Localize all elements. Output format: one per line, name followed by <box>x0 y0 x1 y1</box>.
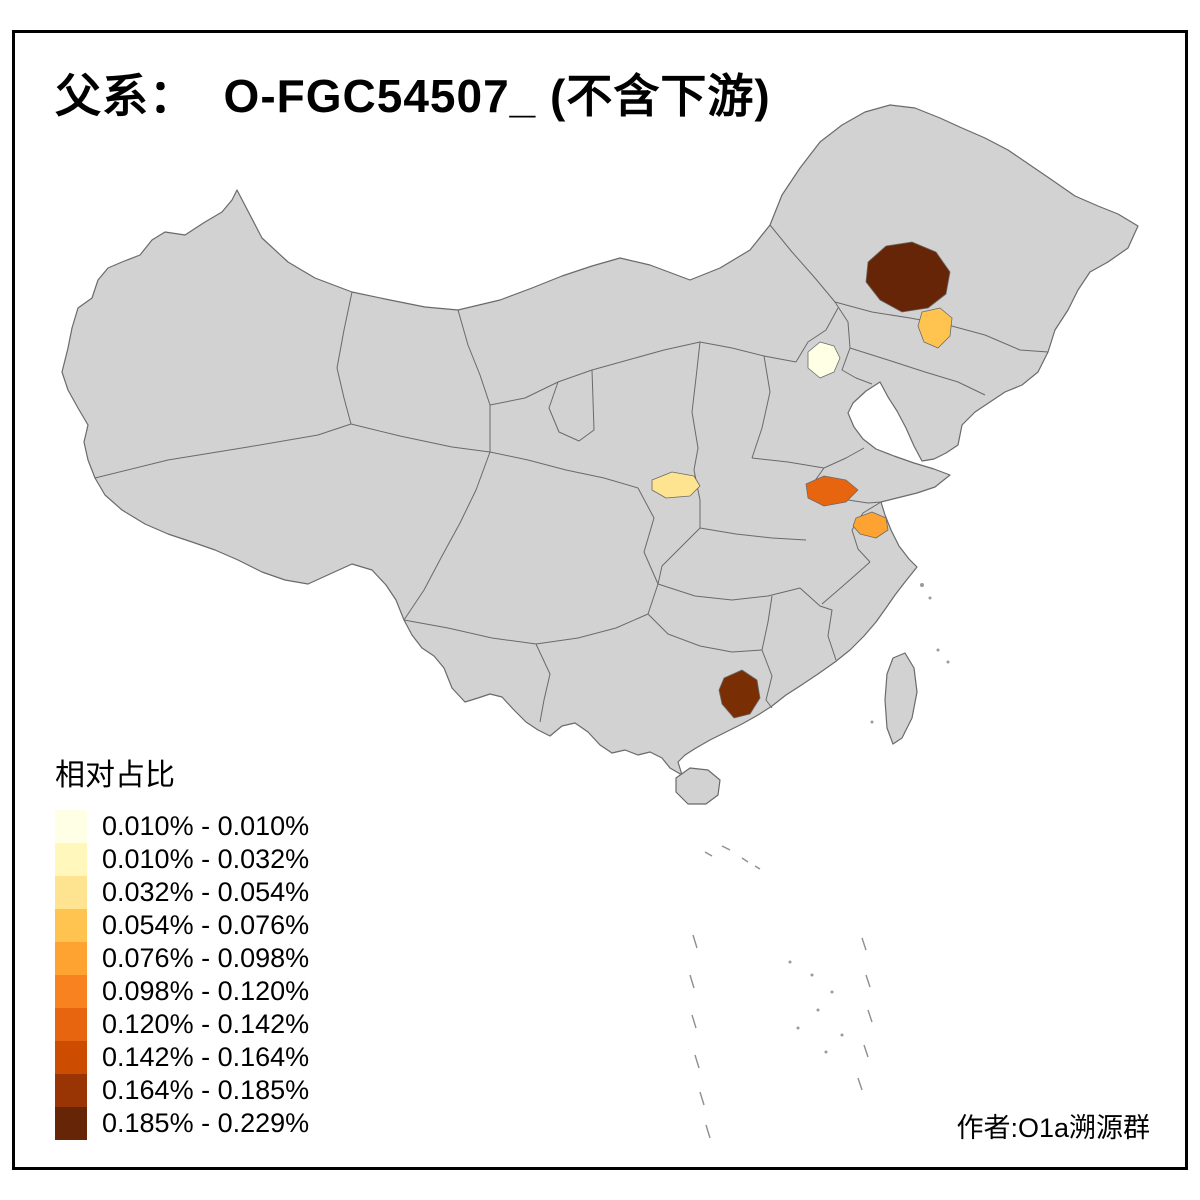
taiwan-island <box>884 652 918 745</box>
legend-swatch <box>55 909 87 942</box>
legend-swatch <box>55 942 87 975</box>
legend-label: 0.164% - 0.185% <box>102 1075 310 1105</box>
legend-label: 0.076% - 0.098% <box>102 943 310 973</box>
legend-swatch <box>55 1008 87 1041</box>
legend-row: 0.185% - 0.229% <box>55 1107 309 1140</box>
map-region-shaanxi <box>651 471 701 499</box>
legend-row: 0.164% - 0.185% <box>55 1074 309 1107</box>
author-credit: 作者:O1a溯源群 <box>956 1113 1150 1143</box>
legend-swatch <box>55 1041 87 1074</box>
legend-label: 0.120% - 0.142% <box>102 1009 310 1039</box>
south-china-sea-islands <box>689 583 950 1139</box>
map-region-northeast <box>865 241 951 313</box>
map-region-jilin <box>917 307 953 349</box>
map-region-beijing <box>807 341 841 379</box>
legend-label: 0.010% - 0.010% <box>102 811 310 841</box>
legend-swatch <box>55 843 87 876</box>
highlighted-regions <box>651 241 953 719</box>
map-region-north-jiangsu <box>805 475 859 507</box>
plot-border-frame <box>12 30 1188 1170</box>
legend-label: 0.054% - 0.076% <box>102 910 310 940</box>
legend-row: 0.120% - 0.142% <box>55 1008 309 1041</box>
legend: 相对占比 0.010% - 0.010% 0.010% - 0.032% 0.032… <box>55 750 309 1140</box>
legend-title: 相对占比 <box>55 759 175 792</box>
legend-label: 0.185% - 0.229% <box>102 1108 310 1138</box>
legend-row: 0.098% - 0.120% <box>55 975 309 1008</box>
legend-swatch <box>55 876 87 909</box>
legend-row: 0.054% - 0.076% <box>55 909 309 942</box>
hainan-island <box>675 767 721 805</box>
legend-label: 0.032% - 0.054% <box>102 877 310 907</box>
page-title: 父系： O-FGC54507_ (不含下游) <box>55 70 771 122</box>
legend-swatch <box>55 975 87 1008</box>
legend-row: 0.142% - 0.164% <box>55 1041 309 1074</box>
legend-label: 0.098% - 0.120% <box>102 976 310 1006</box>
legend-row: 0.010% - 0.032% <box>55 843 309 876</box>
legend-label: 0.142% - 0.164% <box>102 1042 310 1072</box>
legend-row: 0.076% - 0.098% <box>55 942 309 975</box>
map-region-guangxi <box>718 669 761 719</box>
map-region-central-jiangsu <box>852 511 889 539</box>
legend-row: 0.032% - 0.054% <box>55 876 309 909</box>
legend-swatch <box>55 1107 87 1140</box>
legend-label: 0.010% - 0.032% <box>102 844 310 874</box>
legend-swatch <box>55 810 87 843</box>
legend-row: 0.010% - 0.010% <box>55 810 309 843</box>
legend-entries: 0.010% - 0.010% 0.010% - 0.032% 0.032% - 0… <box>55 810 309 1140</box>
legend-swatch <box>55 1074 87 1107</box>
